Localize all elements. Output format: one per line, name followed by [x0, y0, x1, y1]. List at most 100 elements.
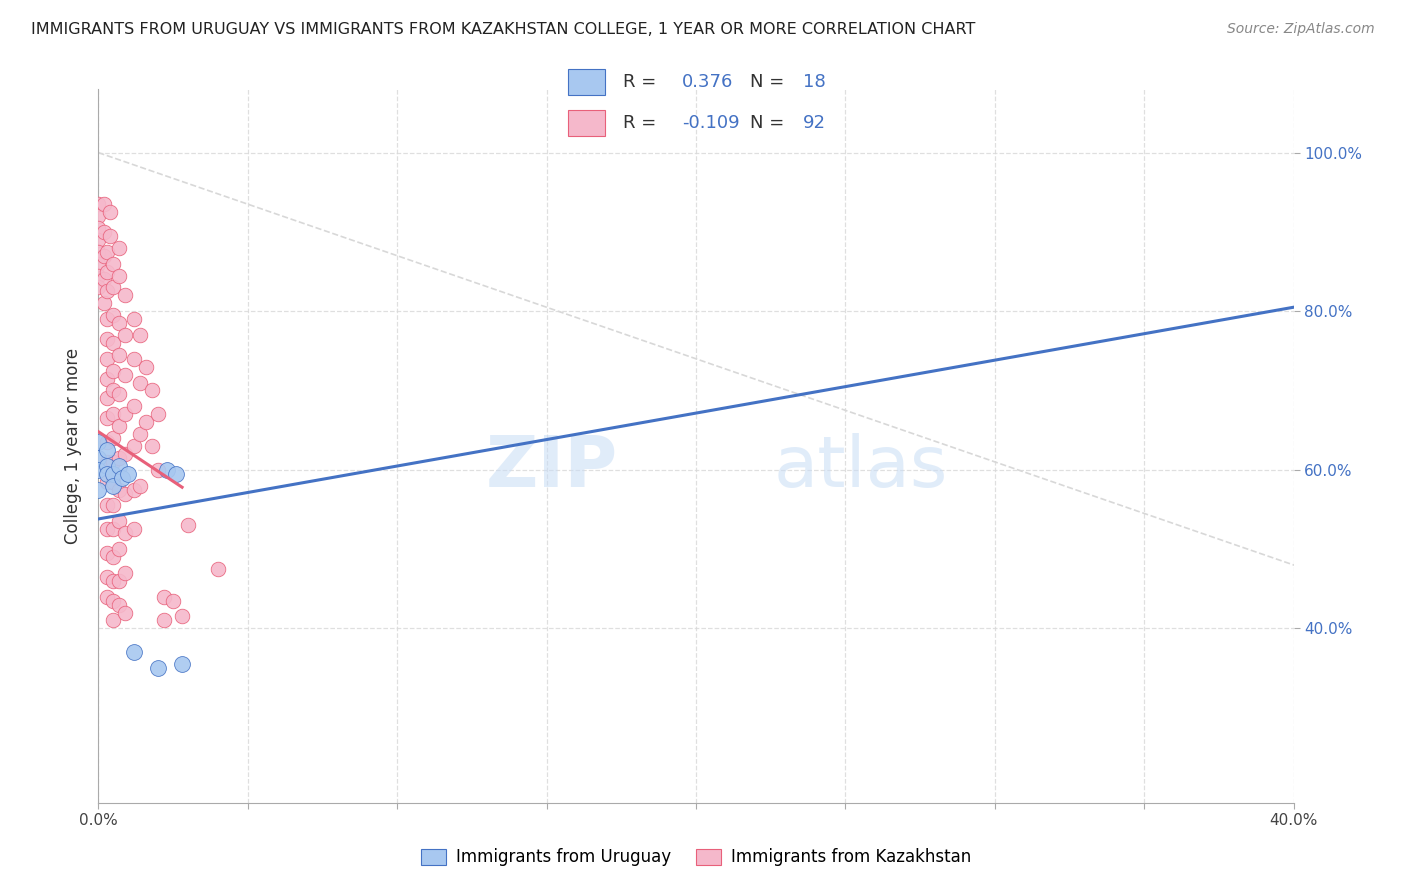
Point — [96, 435, 118, 450]
Point — [114, 606, 136, 620]
Point — [103, 522, 125, 536]
Point — [103, 407, 125, 421]
Point — [153, 590, 176, 604]
Point — [103, 467, 125, 481]
Text: N =: N = — [751, 73, 790, 91]
Point — [93, 249, 115, 263]
Point — [96, 590, 118, 604]
Legend: Immigrants from Uruguay, Immigrants from Kazakhstan: Immigrants from Uruguay, Immigrants from… — [415, 842, 977, 873]
Point — [103, 431, 125, 445]
Point — [114, 288, 136, 302]
Point — [87, 233, 110, 247]
Point — [108, 387, 131, 401]
Point — [87, 463, 110, 477]
Point — [96, 467, 118, 481]
Text: IMMIGRANTS FROM URUGUAY VS IMMIGRANTS FROM KAZAKHSTAN COLLEGE, 1 YEAR OR MORE CO: IMMIGRANTS FROM URUGUAY VS IMMIGRANTS FR… — [31, 22, 976, 37]
Point — [96, 546, 118, 560]
Point — [108, 450, 131, 465]
Point — [96, 499, 118, 513]
Point — [96, 264, 118, 278]
Point — [124, 522, 146, 536]
Point — [98, 205, 122, 219]
Point — [103, 335, 125, 350]
Text: Source: ZipAtlas.com: Source: ZipAtlas.com — [1227, 22, 1375, 37]
Point — [108, 542, 131, 557]
Point — [141, 439, 163, 453]
Point — [103, 280, 125, 294]
Point — [172, 657, 194, 671]
Point — [87, 450, 110, 465]
Point — [108, 598, 131, 612]
Point — [117, 467, 139, 481]
Point — [96, 570, 118, 584]
Point — [162, 593, 184, 607]
Point — [87, 483, 110, 497]
Point — [108, 316, 131, 330]
Point — [96, 442, 118, 457]
Point — [108, 348, 131, 362]
Point — [108, 241, 131, 255]
Text: atlas: atlas — [773, 433, 948, 502]
Point — [96, 332, 118, 346]
Point — [103, 475, 125, 489]
Point — [153, 614, 176, 628]
Point — [114, 368, 136, 382]
Point — [96, 351, 118, 366]
Text: ZIP: ZIP — [486, 433, 619, 502]
Point — [103, 574, 125, 588]
Point — [87, 209, 110, 223]
Point — [124, 483, 146, 497]
Point — [124, 312, 146, 326]
Point — [103, 384, 125, 398]
Point — [87, 221, 110, 235]
Point — [114, 486, 136, 500]
Point — [103, 593, 125, 607]
Point — [103, 614, 125, 628]
Text: N =: N = — [751, 114, 790, 132]
Point — [108, 514, 131, 528]
FancyBboxPatch shape — [568, 110, 605, 136]
Point — [87, 268, 110, 283]
Point — [114, 328, 136, 343]
Point — [108, 483, 131, 497]
Point — [129, 376, 152, 390]
Point — [124, 400, 146, 414]
Point — [87, 435, 110, 450]
Point — [124, 645, 146, 659]
Point — [93, 296, 115, 310]
Point — [96, 455, 118, 469]
Point — [103, 478, 125, 492]
Point — [96, 411, 118, 425]
Y-axis label: College, 1 year or more: College, 1 year or more — [65, 348, 83, 544]
Point — [114, 526, 136, 541]
Point — [103, 257, 125, 271]
Point — [124, 351, 146, 366]
Point — [96, 371, 118, 385]
Point — [207, 562, 229, 576]
Point — [135, 359, 157, 374]
Point — [108, 458, 131, 473]
Point — [103, 308, 125, 322]
Point — [177, 518, 200, 533]
Point — [103, 499, 125, 513]
Point — [103, 455, 125, 469]
Point — [96, 475, 118, 489]
Point — [141, 384, 163, 398]
Text: 92: 92 — [803, 114, 825, 132]
Point — [96, 522, 118, 536]
Point — [87, 244, 110, 259]
Point — [165, 467, 187, 481]
Point — [96, 458, 118, 473]
Point — [114, 407, 136, 421]
Point — [108, 574, 131, 588]
Text: R =: R = — [623, 73, 662, 91]
Text: -0.109: -0.109 — [682, 114, 740, 132]
Point — [148, 407, 170, 421]
Point — [93, 197, 115, 211]
Text: 0.376: 0.376 — [682, 73, 734, 91]
Point — [156, 463, 179, 477]
Point — [114, 566, 136, 580]
Point — [103, 364, 125, 378]
Point — [98, 228, 122, 243]
Point — [93, 272, 115, 286]
